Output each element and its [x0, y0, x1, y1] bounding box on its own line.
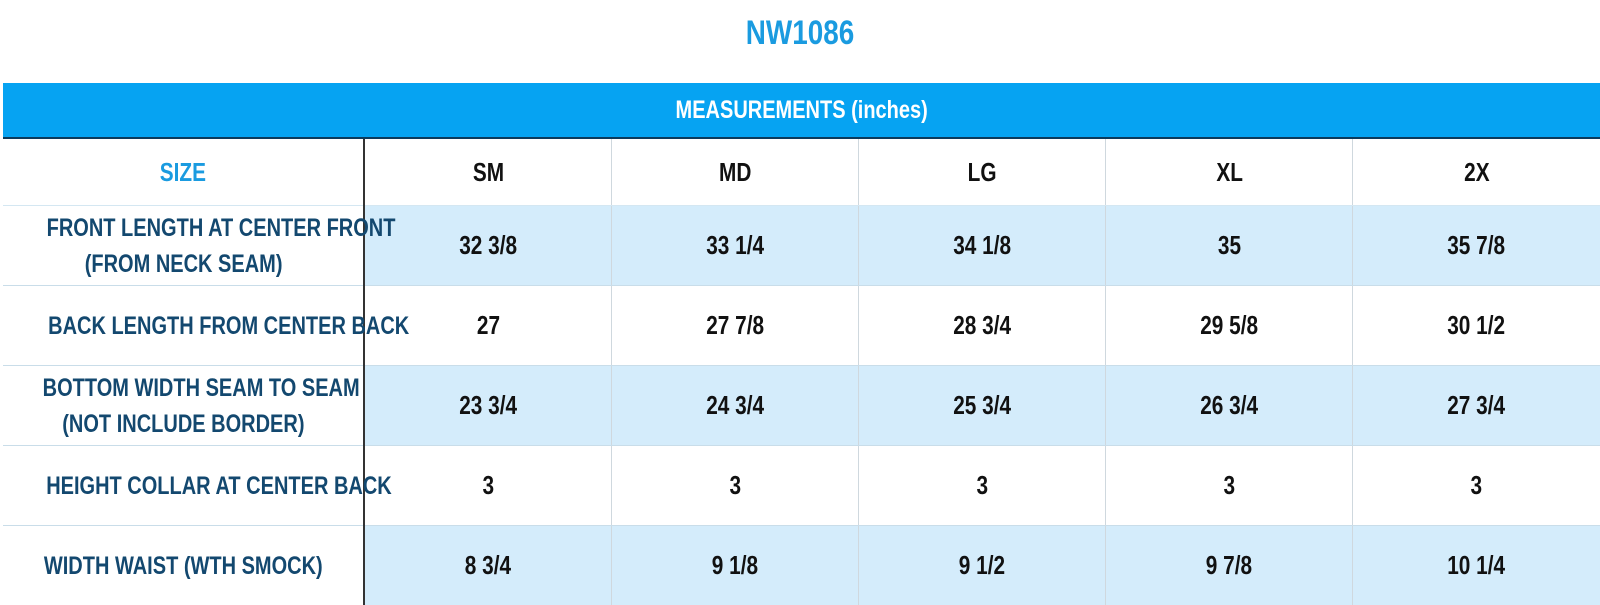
- table-cell: 27 3/4: [1352, 365, 1600, 446]
- table-cell: 3: [1352, 445, 1600, 526]
- cell-value: 35: [1217, 230, 1241, 260]
- table-cell: 32 3/8: [364, 205, 612, 286]
- measurement-table: MEASUREMENTS (inches) SIZE SM MD LG XL 2…: [3, 83, 1600, 605]
- row-label-line: (NOT INCLUDE BORDER): [61, 409, 305, 438]
- cell-value: 27: [476, 310, 500, 340]
- size-text: SM: [472, 156, 504, 187]
- table-cell: 34 1/8: [858, 205, 1107, 286]
- row-label: BOTTOM WIDTH SEAM TO SEAM (NOT INCLUDE B…: [3, 365, 366, 446]
- cell-value: 29 5/8: [1200, 310, 1259, 340]
- cell-value: 35 7/8: [1447, 230, 1506, 260]
- cell-value: 3: [976, 470, 988, 500]
- chart-title: NW1086: [745, 14, 855, 52]
- cell-value: 32 3/8: [459, 230, 517, 260]
- size-header-text: SIZE: [159, 156, 207, 187]
- table-cell: 9 1/2: [858, 525, 1107, 605]
- cell-value: 9 7/8: [1206, 550, 1253, 580]
- cell-value: 10 1/4: [1447, 550, 1506, 580]
- table-cell: 27 7/8: [611, 285, 860, 366]
- row-label-line: HEIGHT COLLAR AT CENTER BACK: [46, 471, 392, 500]
- row-label: HEIGHT COLLAR AT CENTER BACK: [3, 445, 392, 526]
- size-text: MD: [718, 156, 752, 187]
- cell-value: 3: [729, 470, 741, 500]
- table-cell: 30 1/2: [1352, 285, 1600, 366]
- table-cell: 10 1/4: [1352, 525, 1600, 605]
- table-cell: 9 7/8: [1105, 525, 1354, 605]
- table-cell: 35 7/8: [1352, 205, 1600, 286]
- table-cell: 3: [364, 445, 612, 526]
- size-header-2x: 2X: [1352, 138, 1600, 206]
- banner-row: MEASUREMENTS (inches): [3, 83, 1600, 139]
- cell-value: 26 3/4: [1200, 390, 1259, 420]
- table-cell: 26 3/4: [1105, 365, 1354, 446]
- table-cell: 3: [858, 445, 1107, 526]
- table-row: BACK LENGTH FROM CENTER BACK 27 27 7/8 2…: [3, 285, 1600, 366]
- cell-value: 27 7/8: [706, 310, 764, 340]
- table-cell: 9 1/8: [611, 525, 860, 605]
- row-label: BACK LENGTH FROM CENTER BACK: [3, 285, 409, 366]
- banner-text: MEASUREMENTS (inches): [675, 95, 928, 124]
- cell-value: 8 3/4: [464, 550, 512, 580]
- table-cell: 35: [1105, 205, 1354, 286]
- size-header-label: SIZE: [3, 138, 366, 206]
- row-label-line: BACK LENGTH FROM CENTER BACK: [48, 311, 410, 340]
- size-header-lg: LG: [858, 138, 1107, 206]
- table-cell: 25 3/4: [858, 365, 1107, 446]
- size-header-xl: XL: [1105, 138, 1354, 206]
- cell-value: 24 3/4: [706, 390, 764, 420]
- table-cell: 3: [1105, 445, 1354, 526]
- cell-value: 27 3/4: [1447, 390, 1506, 420]
- cell-value: 23 3/4: [459, 390, 517, 420]
- table-cell: 28 3/4: [858, 285, 1107, 366]
- table-row: HEIGHT COLLAR AT CENTER BACK 3 3 3 3 3: [3, 445, 1600, 526]
- cell-value: 9 1/8: [711, 550, 759, 580]
- row-label-line: FRONT LENGTH AT CENTER FRONT: [46, 213, 396, 242]
- size-text: LG: [967, 156, 997, 187]
- cell-value: 9 1/2: [958, 550, 1006, 580]
- cell-value: 25 3/4: [953, 390, 1011, 420]
- table-row: WIDTH WAIST (WTH SMOCK) 8 3/4 9 1/8 9 1/…: [3, 525, 1600, 605]
- size-text: 2X: [1463, 156, 1490, 187]
- table-cell: 27: [364, 285, 612, 366]
- cell-value: 3: [482, 470, 494, 500]
- table-row: BOTTOM WIDTH SEAM TO SEAM (NOT INCLUDE B…: [3, 365, 1600, 446]
- cell-value: 33 1/4: [706, 230, 764, 260]
- table-cell: 33 1/4: [611, 205, 860, 286]
- size-text: XL: [1215, 156, 1243, 187]
- table-cell: 29 5/8: [1105, 285, 1354, 366]
- row-label-line: (FROM NECK SEAM): [84, 249, 282, 278]
- table-cell: 3: [611, 445, 860, 526]
- cell-value: 34 1/8: [953, 230, 1011, 260]
- cell-value: 3: [1223, 470, 1235, 500]
- table-cell: 24 3/4: [611, 365, 860, 446]
- row-label: WIDTH WAIST (WTH SMOCK): [3, 525, 366, 605]
- row-label-line: WIDTH WAIST (WTH SMOCK): [43, 551, 323, 580]
- cell-value: 30 1/2: [1447, 310, 1506, 340]
- cell-value: 3: [1470, 470, 1483, 500]
- table-cell: 23 3/4: [364, 365, 612, 446]
- table-cell: 8 3/4: [364, 525, 612, 605]
- cell-value: 28 3/4: [953, 310, 1011, 340]
- measurement-table-container: MEASUREMENTS (inches) SIZE SM MD LG XL 2…: [3, 83, 1600, 605]
- size-header-sm: SM: [364, 138, 612, 206]
- row-label: FRONT LENGTH AT CENTER FRONT (FROM NECK …: [3, 205, 395, 286]
- size-header-md: MD: [611, 138, 860, 206]
- row-label-line: BOTTOM WIDTH SEAM TO SEAM: [42, 373, 360, 402]
- table-row: FRONT LENGTH AT CENTER FRONT (FROM NECK …: [3, 205, 1600, 286]
- size-header-row: SIZE SM MD LG XL 2X: [3, 138, 1600, 206]
- table-banner: MEASUREMENTS (inches): [3, 83, 1600, 139]
